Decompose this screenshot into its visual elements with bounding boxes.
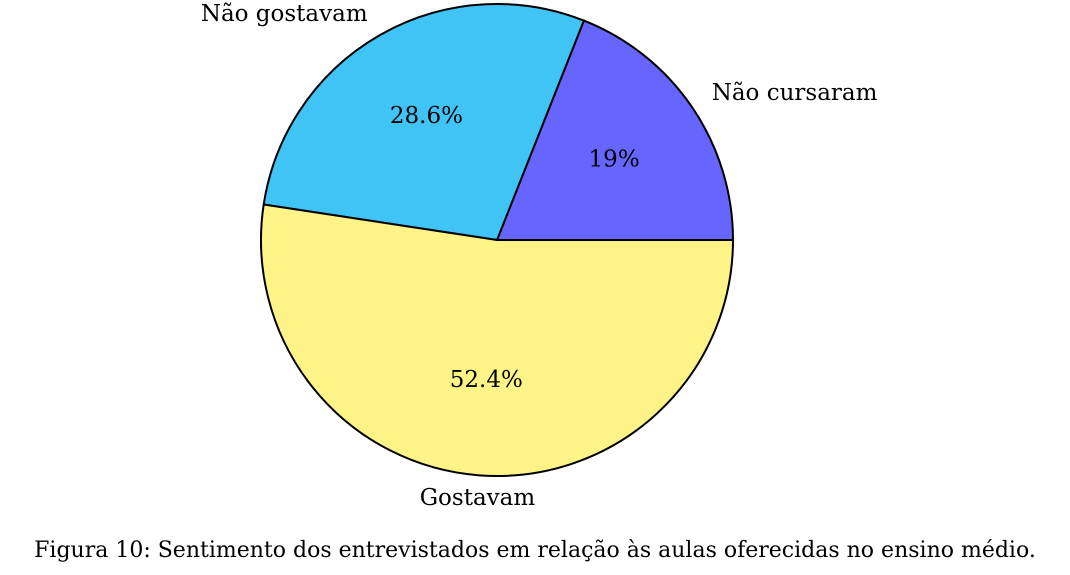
pie-category-label-gostavam: Gostavam	[420, 485, 536, 511]
pie-slice-nao-cursaram	[496, 19, 734, 241]
pie-value-label-gostavam: 52.4%	[450, 367, 523, 393]
pie-category-label-nao-cursaram: Não cursaram	[712, 80, 878, 106]
pie-value-label-nao-gostavam: 28.6%	[390, 103, 463, 129]
pie-chart: 19% 28.6% 52.4% Não cursaram Não gostavam Gos…	[201, 1, 878, 511]
figure-caption: Figura 10: Sentimento dos entrevistados …	[34, 538, 1036, 563]
pie-category-label-nao-gostavam: Não gostavam	[201, 1, 368, 27]
pie-slice-gostavam	[260, 203, 734, 477]
pie-value-label-nao-cursaram: 19%	[589, 146, 640, 172]
pie-slice-nao-gostavam	[262, 3, 585, 241]
